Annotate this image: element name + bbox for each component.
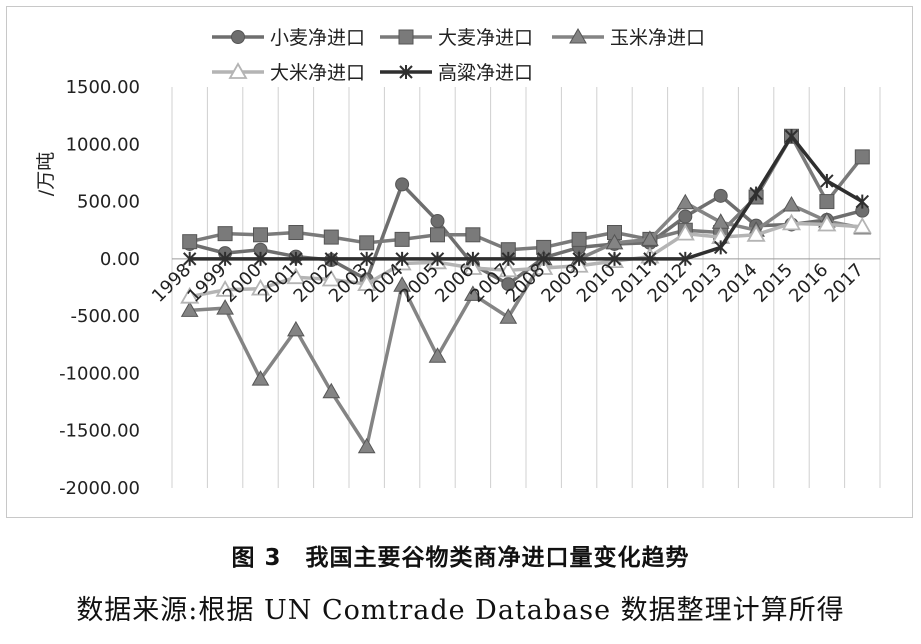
y-tick-label: 1500.00 [66, 77, 140, 98]
data-point-3 [782, 196, 801, 212]
data-point-3 [322, 382, 341, 399]
y-axis-label: /万吨 [35, 152, 57, 196]
data-point-4 [817, 214, 837, 232]
data-point-2 [359, 235, 375, 251]
data-point-2 [253, 227, 268, 243]
legend-marker [399, 65, 413, 79]
data-point-4 [180, 286, 200, 304]
figure-caption: 图 3 我国主要谷物类商净进口量变化趋势 [231, 545, 690, 571]
legend-label: 玉米净进口 [610, 27, 705, 49]
data-point-5 [784, 129, 799, 144]
data-point-1 [430, 214, 445, 229]
data-point-2 [182, 234, 198, 250]
legend-marker [231, 30, 245, 44]
data-point-4 [321, 269, 341, 287]
data-point-5 [749, 186, 763, 201]
data-point-3 [216, 299, 234, 315]
legend-label: 大米净进口 [270, 62, 365, 84]
data-point-4 [498, 260, 518, 278]
data-point-5 [536, 251, 551, 266]
y-tick-label: -500.00 [71, 306, 140, 327]
chart-frame [6, 6, 913, 518]
data-point-5 [643, 251, 657, 266]
data-point-4 [781, 213, 802, 231]
data-point-1 [713, 188, 728, 203]
data-point-5 [395, 251, 409, 266]
line-chart: 1500.00 1000.00 500.00 0.00 -500.00 -1000.00 -… [35, 27, 881, 499]
data-point-4 [534, 258, 554, 275]
y-tick-label: 1000.00 [66, 134, 140, 155]
data-point-3 [428, 347, 447, 363]
y-tick-label: 0.00 [100, 249, 140, 270]
legend-label: 高粱净进口 [438, 62, 533, 84]
data-point-3 [180, 301, 199, 317]
data-point-3 [464, 285, 482, 301]
data-point-3 [676, 193, 695, 210]
legend-marker [228, 62, 248, 79]
data-point-2 [323, 229, 339, 245]
series-line-4 [189, 221, 863, 299]
data-point-3 [287, 320, 305, 337]
data-point-2 [571, 231, 587, 247]
data-point-1 [395, 177, 410, 192]
data-point-2 [394, 231, 410, 247]
data-point-3 [393, 276, 411, 292]
data-point-4 [357, 274, 377, 291]
data-point-5 [218, 251, 232, 266]
data-point-2 [217, 226, 233, 242]
y-tick-label: -2000.00 [59, 478, 140, 499]
legend-marker [398, 29, 414, 45]
data-point-3 [605, 233, 624, 250]
data-point-3 [251, 370, 270, 386]
data-point-5 [466, 251, 480, 266]
legend-item: 大麦净进口 [380, 27, 533, 49]
series-line-5 [189, 134, 864, 261]
y-tick-label: -1000.00 [59, 363, 140, 384]
data-point-5 [430, 251, 445, 266]
y-tick-label: 500.00 [77, 192, 140, 213]
data-point-5 [501, 251, 516, 266]
data-point-5 [855, 194, 870, 209]
legend-marker [569, 27, 587, 44]
data-point-5 [678, 251, 693, 266]
data-point-3 [357, 437, 376, 454]
data-point-4 [250, 278, 271, 296]
data-point-1 [501, 277, 516, 292]
data-point-4 [675, 223, 695, 241]
legend-label: 小麦净进口 [270, 27, 365, 49]
legend-item: 玉米净进口 [552, 27, 705, 49]
data-point-5 [572, 251, 586, 266]
y-tick-label: -1500.00 [59, 421, 140, 442]
data-point-5 [607, 251, 622, 266]
data-point-5 [253, 251, 268, 266]
data-point-5 [289, 251, 303, 266]
data-point-5 [182, 251, 197, 266]
legend-item: 高粱净进口 [380, 62, 533, 84]
data-point-4 [852, 216, 872, 234]
data-point-4 [215, 279, 235, 297]
legend-label: 大麦净进口 [438, 27, 533, 49]
data-point-2 [288, 225, 304, 241]
data-point-5 [324, 251, 339, 266]
data-point-1 [678, 209, 693, 224]
data-point-3 [711, 213, 730, 229]
data-point-2 [465, 227, 481, 243]
data-point-3 [499, 308, 518, 324]
data-point-2 [819, 194, 835, 210]
series-line-3 [189, 200, 863, 449]
data-point-4 [746, 224, 766, 242]
data-point-3 [641, 230, 659, 246]
legend-item: 小麦净进口 [212, 27, 365, 49]
source-note: 数据来源:根据 UN Comtrade Database 数据整理计算所得 [76, 595, 845, 626]
data-point-2 [854, 149, 870, 165]
data-point-2 [430, 227, 445, 243]
legend-item: 大米净进口 [212, 62, 365, 84]
data-point-5 [713, 240, 728, 255]
data-point-5 [820, 173, 834, 188]
data-point-4 [286, 267, 306, 285]
data-point-4 [463, 258, 483, 275]
data-point-5 [359, 251, 374, 266]
